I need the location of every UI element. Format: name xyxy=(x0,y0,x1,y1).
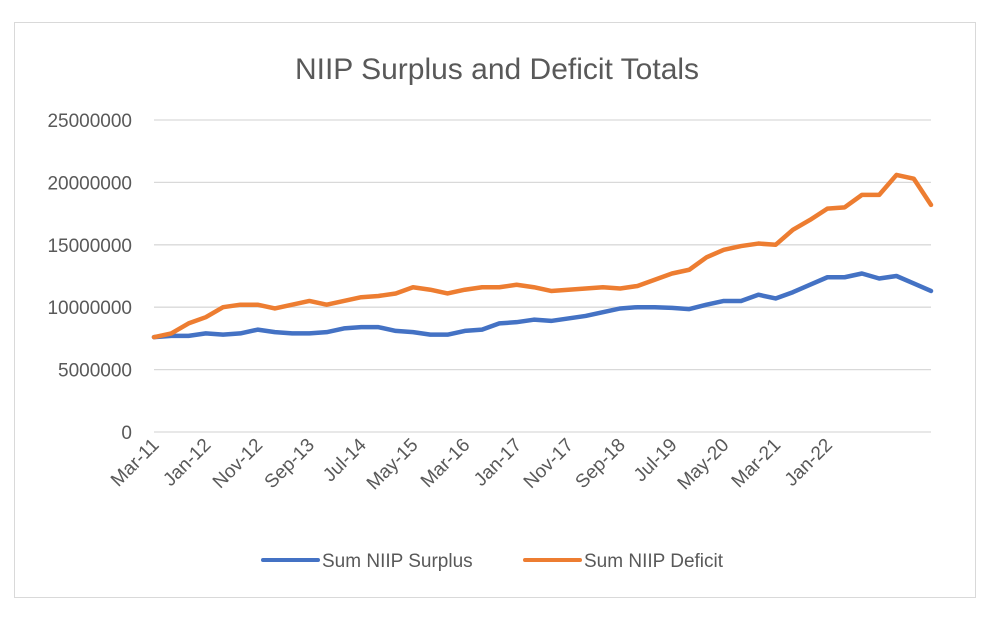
x-tick-label: Jan-22 xyxy=(781,435,837,491)
x-tick-label: Sep-13 xyxy=(261,435,319,493)
x-tick-label: Nov-12 xyxy=(209,435,267,493)
y-tick-label: 20000000 xyxy=(47,173,132,194)
x-tick-label: Jan-12 xyxy=(159,435,215,491)
series-line-surplus xyxy=(151,271,934,340)
y-axis-ticks: 0 5000000 10000000 15000000 20000000 25000000 xyxy=(47,111,132,444)
series-lines xyxy=(151,172,934,340)
x-tick-label: May-20 xyxy=(674,435,734,495)
line-chart: NIIP Surplus and Deficit Totals 0 5000000… xyxy=(47,53,934,572)
legend-label-surplus: Sum NIIP Surplus xyxy=(322,551,473,572)
y-tick-label: 0 xyxy=(121,423,132,444)
y-tick-label: 5000000 xyxy=(58,361,132,382)
x-tick-label: Mar-11 xyxy=(107,435,163,491)
x-tick-label: Mar-21 xyxy=(728,435,785,492)
chart-title: NIIP Surplus and Deficit Totals xyxy=(295,53,699,86)
x-tick-label: May-15 xyxy=(363,435,423,495)
chart-container: NIIP Surplus and Deficit Totals 0 5000000… xyxy=(14,22,976,598)
y-tick-label: 15000000 xyxy=(47,236,132,257)
y-tick-label: 25000000 xyxy=(47,111,132,132)
x-tick-label: Mar-16 xyxy=(417,435,474,492)
series-line-deficit xyxy=(151,172,934,340)
x-tick-label: Sep-18 xyxy=(572,435,630,493)
x-tick-label: Nov-17 xyxy=(520,435,578,493)
y-tick-label: 10000000 xyxy=(47,298,132,319)
legend-label-deficit: Sum NIIP Deficit xyxy=(584,551,724,572)
legend: Sum NIIP Surplus Sum NIIP Deficit xyxy=(261,551,724,572)
x-tick-label: Jan-17 xyxy=(470,435,526,491)
gridlines xyxy=(154,119,931,433)
